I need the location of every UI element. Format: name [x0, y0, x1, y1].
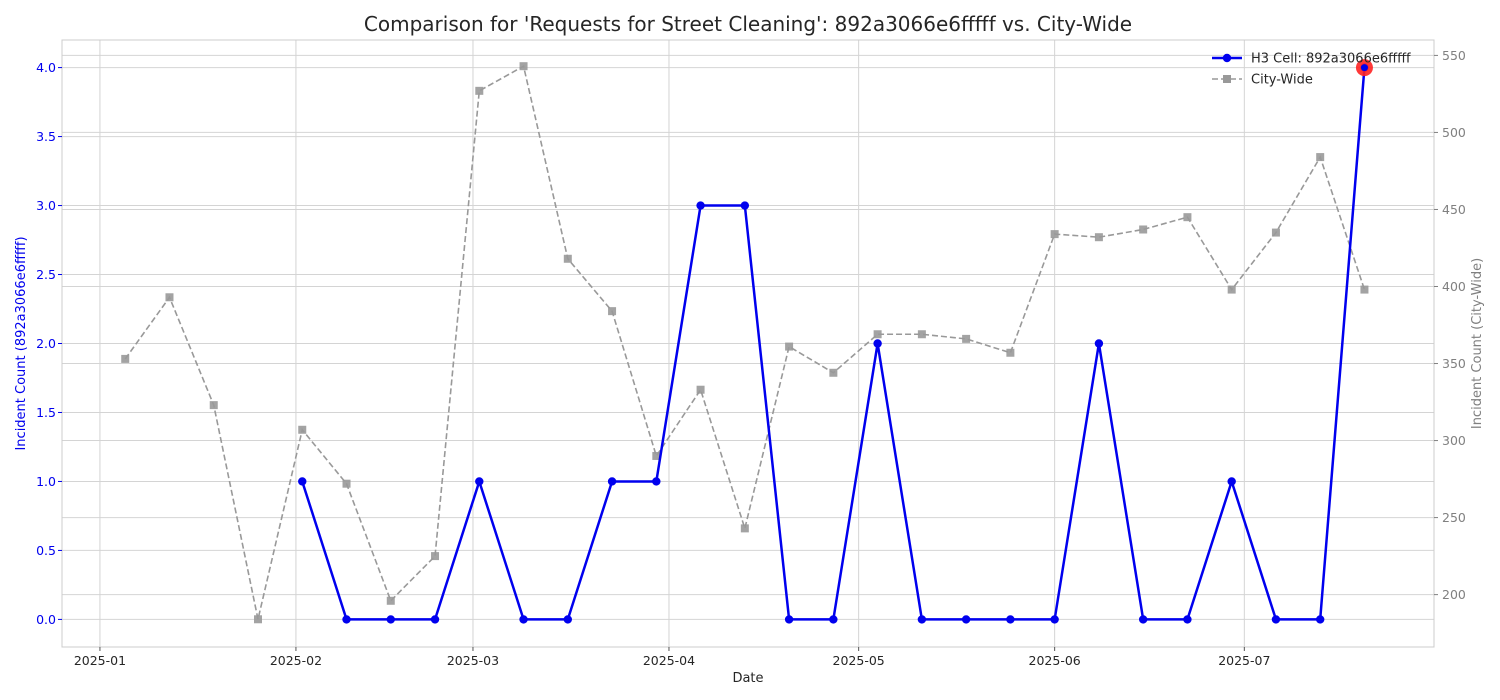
h3-cell-point	[961, 615, 971, 624]
city-wide-point	[696, 385, 705, 394]
h3-cell-point	[829, 615, 838, 624]
y-left-tick-label: 3.5	[36, 129, 56, 144]
h3-cell-point	[430, 615, 440, 624]
city-wide-point	[431, 552, 440, 561]
y-left-axis-label: Incident Count (892a3066e6fffff)	[14, 236, 29, 450]
city-wide-point	[563, 254, 572, 263]
y-right-axis-label: Incident Count (City-Wide)	[1470, 258, 1485, 429]
city-wide-point	[475, 86, 484, 95]
city-wide-point	[254, 615, 262, 624]
legend-city-label: City-Wide	[1251, 73, 1313, 88]
x-tick-label: 2025-03	[447, 653, 499, 668]
city-wide-point	[1227, 285, 1236, 294]
city-wide-point	[1316, 153, 1325, 162]
x-tick-label: 2025-07	[1218, 653, 1270, 668]
city-wide-point	[342, 479, 351, 488]
city-wide-point	[298, 425, 307, 434]
x-tick-label: 2025-01	[74, 653, 126, 668]
h3-cell-point	[386, 615, 395, 624]
h3-cell-point	[342, 615, 351, 624]
x-tick-label: 2025-02	[270, 653, 322, 668]
chart-title: Comparison for 'Requests for Street Clea…	[364, 12, 1132, 36]
city-wide-point	[962, 334, 971, 343]
city-wide-point	[1094, 233, 1103, 242]
city-wide-point	[829, 368, 838, 377]
h3-cell-point	[696, 201, 705, 210]
x-axis-ticks: 2025-01 2025-02 2025-03 2025-04 2025-05 2025-…	[74, 647, 1270, 668]
h3-cell-point	[740, 201, 750, 210]
city-wide-point	[608, 307, 617, 316]
y-left-tick-label: 1.0	[36, 474, 56, 489]
h3-cell-point	[298, 477, 307, 486]
city-wide-point	[121, 354, 130, 363]
h3-cell-point	[1006, 615, 1015, 624]
y-left-tick-label: 3.0	[36, 198, 56, 213]
city-wide-point	[519, 62, 528, 71]
y-left-tick-label: 2.0	[36, 336, 56, 351]
h3-cell-point	[873, 339, 882, 348]
h3-cell-point	[1183, 615, 1192, 624]
h3-cell-point	[784, 615, 794, 624]
y-right-tick-label: 400	[1442, 279, 1466, 294]
city-wide-point	[1183, 213, 1192, 222]
y-left-axis-ticks: 0.0 0.5 1.0 1.5 2.0 2.5 3.0 3.5 4.0	[36, 60, 62, 627]
x-tick-label: 2025-04	[643, 653, 695, 668]
city-wide-point	[386, 596, 395, 605]
h3-cell-point	[1315, 615, 1325, 624]
y-right-tick-label: 500	[1442, 125, 1466, 140]
city-wide-point	[1139, 225, 1148, 234]
y-right-tick-label: 450	[1442, 202, 1466, 217]
h3-cell-point	[519, 615, 528, 624]
city-wide-point	[1271, 228, 1280, 237]
h3-cell-point	[1094, 339, 1104, 348]
city-wide-point	[165, 293, 174, 302]
series-layer	[121, 59, 1373, 624]
h3-cell-point	[607, 477, 617, 486]
y-right-tick-label: 350	[1442, 356, 1466, 371]
x-axis-label: Date	[732, 671, 763, 686]
y-right-tick-label: 250	[1442, 510, 1466, 525]
h3-cell-point	[1271, 615, 1281, 624]
grid	[62, 40, 1434, 647]
x-tick-label: 2025-06	[1029, 653, 1081, 668]
y-right-axis-ticks: 200 250 300 350 400 450 500 550	[1434, 48, 1466, 602]
y-right-tick-label: 550	[1442, 48, 1466, 63]
city-wide-point	[1360, 285, 1369, 294]
city-wide-line	[124, 64, 1366, 620]
legend-city-marker	[1223, 75, 1231, 83]
h3-cell-point	[563, 615, 573, 624]
city-wide-point	[917, 330, 926, 339]
h3-cell-point	[917, 615, 927, 624]
y-left-tick-label: 2.5	[36, 267, 56, 282]
y-left-tick-label: 1.5	[36, 405, 56, 420]
city-wide-point	[740, 524, 749, 533]
y-right-tick-label: 200	[1442, 587, 1466, 602]
y-left-tick-label: 4.0	[36, 60, 56, 75]
x-tick-label: 2025-05	[833, 653, 885, 668]
h3-cell-point	[1050, 615, 1059, 624]
highlight-point-center	[1360, 64, 1368, 72]
legend: H3 Cell: 892a3066e6fffff City-Wide	[1212, 52, 1411, 88]
city-wide-point	[873, 330, 882, 339]
city-wide-point	[1050, 230, 1059, 239]
city-wide-point	[652, 451, 661, 460]
city-wide-point	[785, 342, 794, 351]
h3-cell-point	[1138, 615, 1148, 624]
y-left-tick-label: 0.5	[36, 543, 56, 558]
y-left-tick-label: 0.0	[36, 612, 56, 627]
h3-cell-point	[652, 477, 661, 486]
legend-h3-marker	[1222, 53, 1232, 63]
city-wide-point	[209, 401, 218, 410]
legend-h3-label: H3 Cell: 892a3066e6fffff	[1251, 52, 1411, 67]
h3-cell-point	[1227, 477, 1236, 486]
y-right-tick-label: 300	[1442, 433, 1466, 448]
h3-cell-point	[475, 477, 484, 486]
city-wide-point	[1006, 348, 1015, 357]
